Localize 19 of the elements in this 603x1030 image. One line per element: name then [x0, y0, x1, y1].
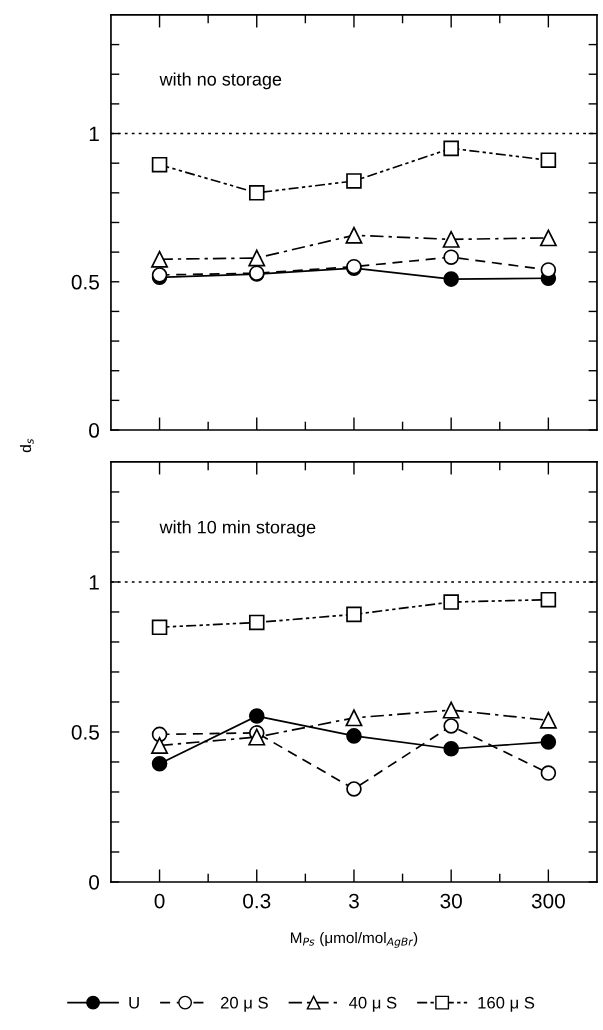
- legend-label: U: [129, 996, 139, 1009]
- x-tick-label: 30: [440, 893, 462, 909]
- y-tick-label: 1: [89, 126, 99, 142]
- legend-label: 160 μ S: [478, 996, 535, 1012]
- y-tick-label: 1: [89, 575, 99, 590]
- annotation: with 10 min storage: [159, 520, 316, 538]
- legend-label: 20 μ S: [220, 996, 268, 1012]
- y-tick-label: 0: [89, 423, 100, 438]
- x-axis-title: M$_{Ps}$ (μmol/mol$_{AgBr}$): [290, 931, 418, 948]
- y-tick-label: 0.5: [71, 724, 99, 740]
- x-tick-label: 0.3: [243, 893, 271, 909]
- x-tick-label: 3: [348, 893, 359, 909]
- annotation: with no storage: [159, 72, 282, 90]
- x-tick-label: 0: [154, 893, 165, 909]
- legend-label: 40 μ S: [349, 996, 397, 1012]
- y-tick-label: 0.5: [71, 274, 99, 290]
- y-axis-title: d$_{s}$: [19, 438, 34, 453]
- x-tick-label: 300: [531, 893, 565, 909]
- y-tick-label: 0: [89, 874, 100, 890]
